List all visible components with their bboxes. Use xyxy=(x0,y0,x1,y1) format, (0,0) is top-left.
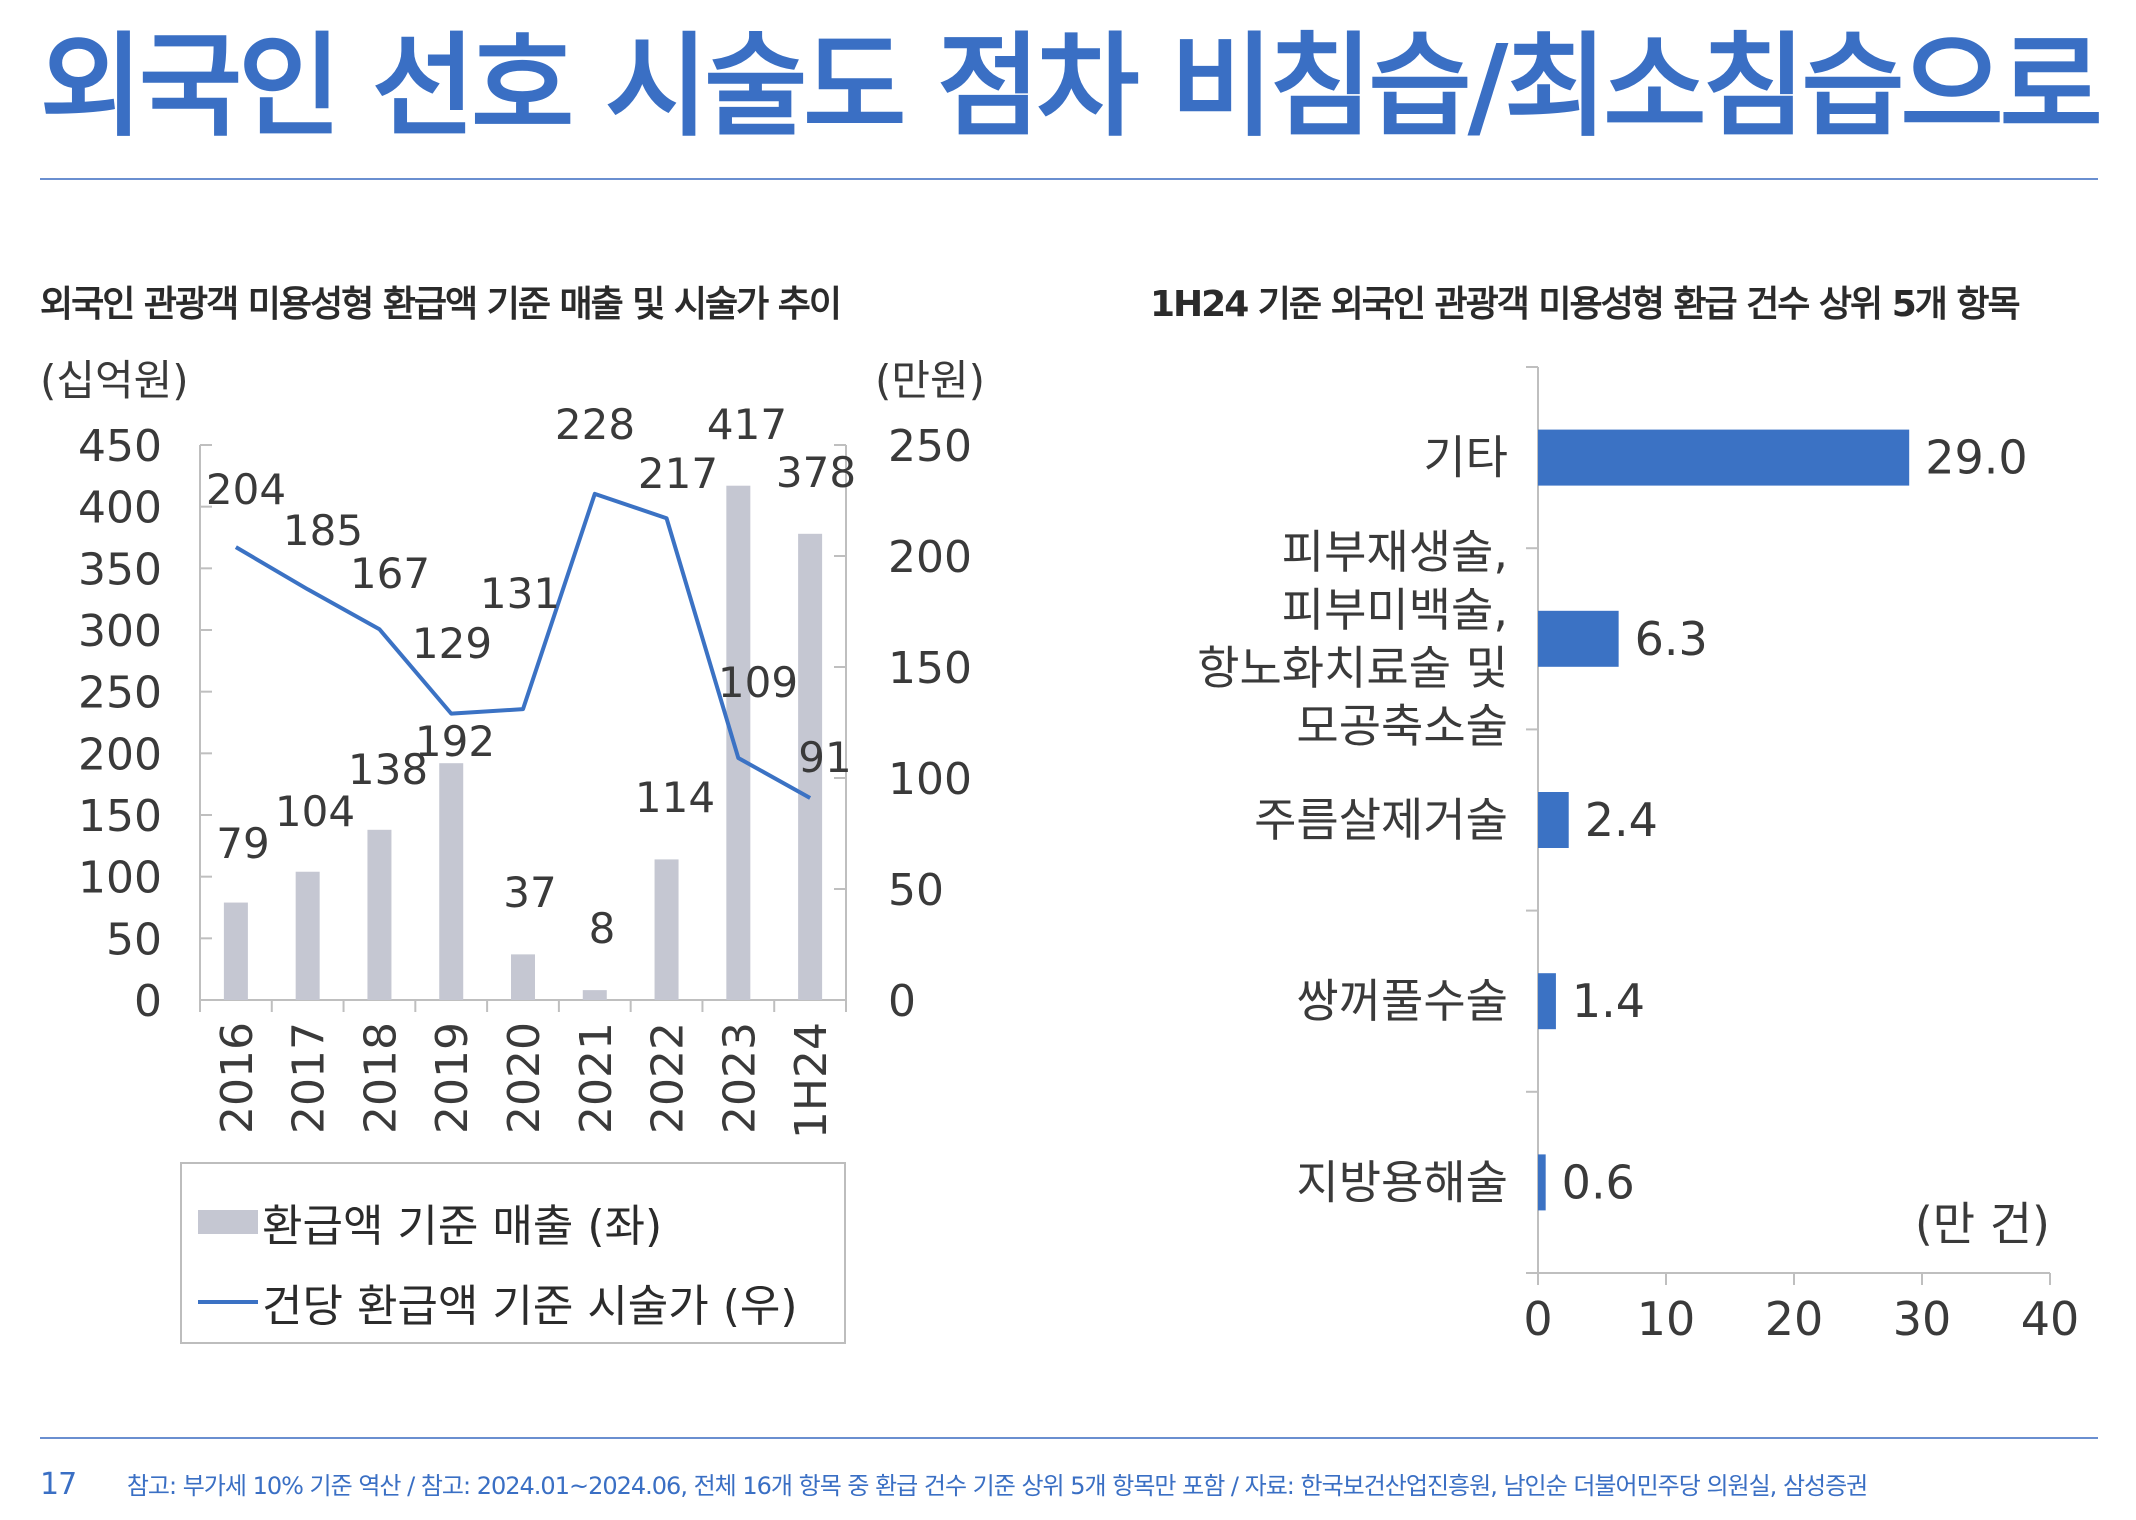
bar-count xyxy=(1538,610,1619,667)
bar-revenue xyxy=(798,533,823,1000)
title-divider xyxy=(40,178,2098,180)
bar-revenue xyxy=(295,871,320,1000)
x-category-label: 2016 xyxy=(212,1022,263,1134)
left-tick-label: 0 xyxy=(134,976,162,1027)
x-category-label: 1H24 xyxy=(786,1022,837,1139)
page-number: 17 xyxy=(40,1467,77,1502)
bar-value-label: 417 xyxy=(707,400,787,449)
y-category-label: 기타 xyxy=(1423,431,1508,485)
left-chart-title: 외국인 관광객 미용성형 환급액 기준 매출 및 시술가 추이 xyxy=(40,284,842,325)
left-tick-label: 250 xyxy=(78,668,162,719)
left-tick-label: 200 xyxy=(78,729,162,780)
x-category-label: 2017 xyxy=(284,1022,335,1134)
left-tick-label: 400 xyxy=(78,483,162,534)
line-value-label: 228 xyxy=(555,400,635,449)
left-tick-label: 150 xyxy=(78,791,162,842)
y-category-label: 주름살제거술 xyxy=(1254,793,1508,847)
x-category-label: 2018 xyxy=(355,1022,406,1134)
bar-count xyxy=(1538,429,1910,486)
bar-count xyxy=(1538,973,1556,1030)
legend-bar-swatch xyxy=(198,1210,258,1234)
y-category-label: 모공축소술 xyxy=(1296,699,1508,753)
bar-revenue xyxy=(439,763,464,1000)
x-tick-label: 0 xyxy=(1523,1292,1552,1346)
x-category-label: 2019 xyxy=(427,1022,478,1134)
bar-value-label: 37 xyxy=(503,868,556,917)
right-tick-label: 150 xyxy=(888,643,972,694)
bar-revenue xyxy=(726,485,751,1000)
footnote: 참고: 부가세 10% 기준 역산 / 참고: 2024.01~2024.06,… xyxy=(126,1472,1868,1500)
legend-bar-label: 환급액 기준 매출 (좌) xyxy=(262,1201,663,1252)
legend-line-label: 건당 환급액 기준 시술가 (우) xyxy=(262,1281,798,1332)
bar-value-label: 2.4 xyxy=(1585,793,1658,847)
left-tick-label: 100 xyxy=(78,853,162,904)
footer-divider xyxy=(40,1437,2098,1439)
right-chart-title: 1H24 기준 외국인 관광객 미용성형 환급 건수 상위 5개 항목 xyxy=(1150,284,2021,325)
legend-item-line: 건당 환급액 기준 시술가 (우) xyxy=(198,1274,798,1332)
x-tick-label: 10 xyxy=(1637,1292,1696,1346)
line-value-label: 217 xyxy=(638,449,718,498)
bar-count xyxy=(1538,1154,1546,1211)
bar-value-label: 114 xyxy=(635,773,715,822)
x-category-label: 2022 xyxy=(643,1022,694,1134)
x-tick-label: 40 xyxy=(2021,1292,2080,1346)
footer: 17 참고: 부가세 10% 기준 역산 / 참고: 2024.01~2024.… xyxy=(40,1466,1868,1502)
right-tick-label: 100 xyxy=(888,754,972,805)
bar-revenue xyxy=(654,859,679,1000)
legend: 환급액 기준 매출 (좌) 건당 환급액 기준 시술가 (우) xyxy=(180,1162,846,1344)
left-tick-label: 50 xyxy=(106,914,162,965)
bar-value-label: 192 xyxy=(415,717,495,766)
page-title: 외국인 선호 시술도 점차 비침습/최소침습으로 xyxy=(40,22,2103,152)
bar-value-label: 29.0 xyxy=(1925,431,2027,485)
bar-value-label: 378 xyxy=(776,448,856,497)
x-category-label: 2023 xyxy=(714,1022,765,1134)
left-tick-label: 450 xyxy=(78,421,162,472)
bar-count xyxy=(1538,792,1569,848)
y-category-label: 지방용해술 xyxy=(1296,1155,1508,1209)
y-category-label: 항노화치료술 및 xyxy=(1197,641,1508,695)
x-tick-label: 20 xyxy=(1765,1292,1824,1346)
bar-value-label: 1.4 xyxy=(1572,974,1645,1028)
right-axis-unit: (만원) xyxy=(875,356,985,405)
x-axis-unit: (만 건) xyxy=(1915,1197,2050,1251)
bar-value-label: 6.3 xyxy=(1635,612,1708,666)
right-tick-label: 50 xyxy=(888,865,944,916)
bar-revenue xyxy=(511,954,535,1000)
line-value-label: 167 xyxy=(350,549,430,598)
line-value-label: 109 xyxy=(718,658,798,707)
legend-line-swatch xyxy=(198,1300,258,1304)
line-value-label: 131 xyxy=(480,569,560,618)
line-value-label: 204 xyxy=(206,465,286,514)
left-tick-label: 350 xyxy=(78,544,162,595)
bar-revenue xyxy=(223,902,248,1000)
right-tick-label: 250 xyxy=(888,421,972,472)
bar-value-label: 0.6 xyxy=(1562,1155,1635,1209)
bar-value-label: 8 xyxy=(589,904,616,953)
x-category-label: 2021 xyxy=(571,1022,622,1134)
bar-revenue xyxy=(367,829,392,1000)
right-tick-label: 0 xyxy=(888,976,916,1027)
bar-value-label: 104 xyxy=(275,787,355,836)
bar-value-label: 79 xyxy=(216,819,269,868)
bar-revenue xyxy=(582,990,607,1000)
x-tick-label: 30 xyxy=(1893,1292,1952,1346)
y-category-label: 피부미백술, xyxy=(1282,583,1508,637)
legend-item-bars: 환급액 기준 매출 (좌) xyxy=(198,1194,662,1252)
x-category-label: 2020 xyxy=(499,1022,550,1134)
left-tick-label: 300 xyxy=(78,606,162,657)
bar-value-label: 138 xyxy=(348,745,428,794)
line-value-label: 129 xyxy=(412,619,492,668)
line-price xyxy=(234,491,812,800)
right-tick-label: 200 xyxy=(888,532,972,583)
line-value-label: 91 xyxy=(798,733,851,782)
y-category-label: 피부재생술, xyxy=(1282,525,1508,579)
left-axis-unit: (십억원) xyxy=(40,356,189,405)
y-category-label: 쌍꺼풀수술 xyxy=(1296,974,1508,1028)
line-value-label: 185 xyxy=(283,506,363,555)
